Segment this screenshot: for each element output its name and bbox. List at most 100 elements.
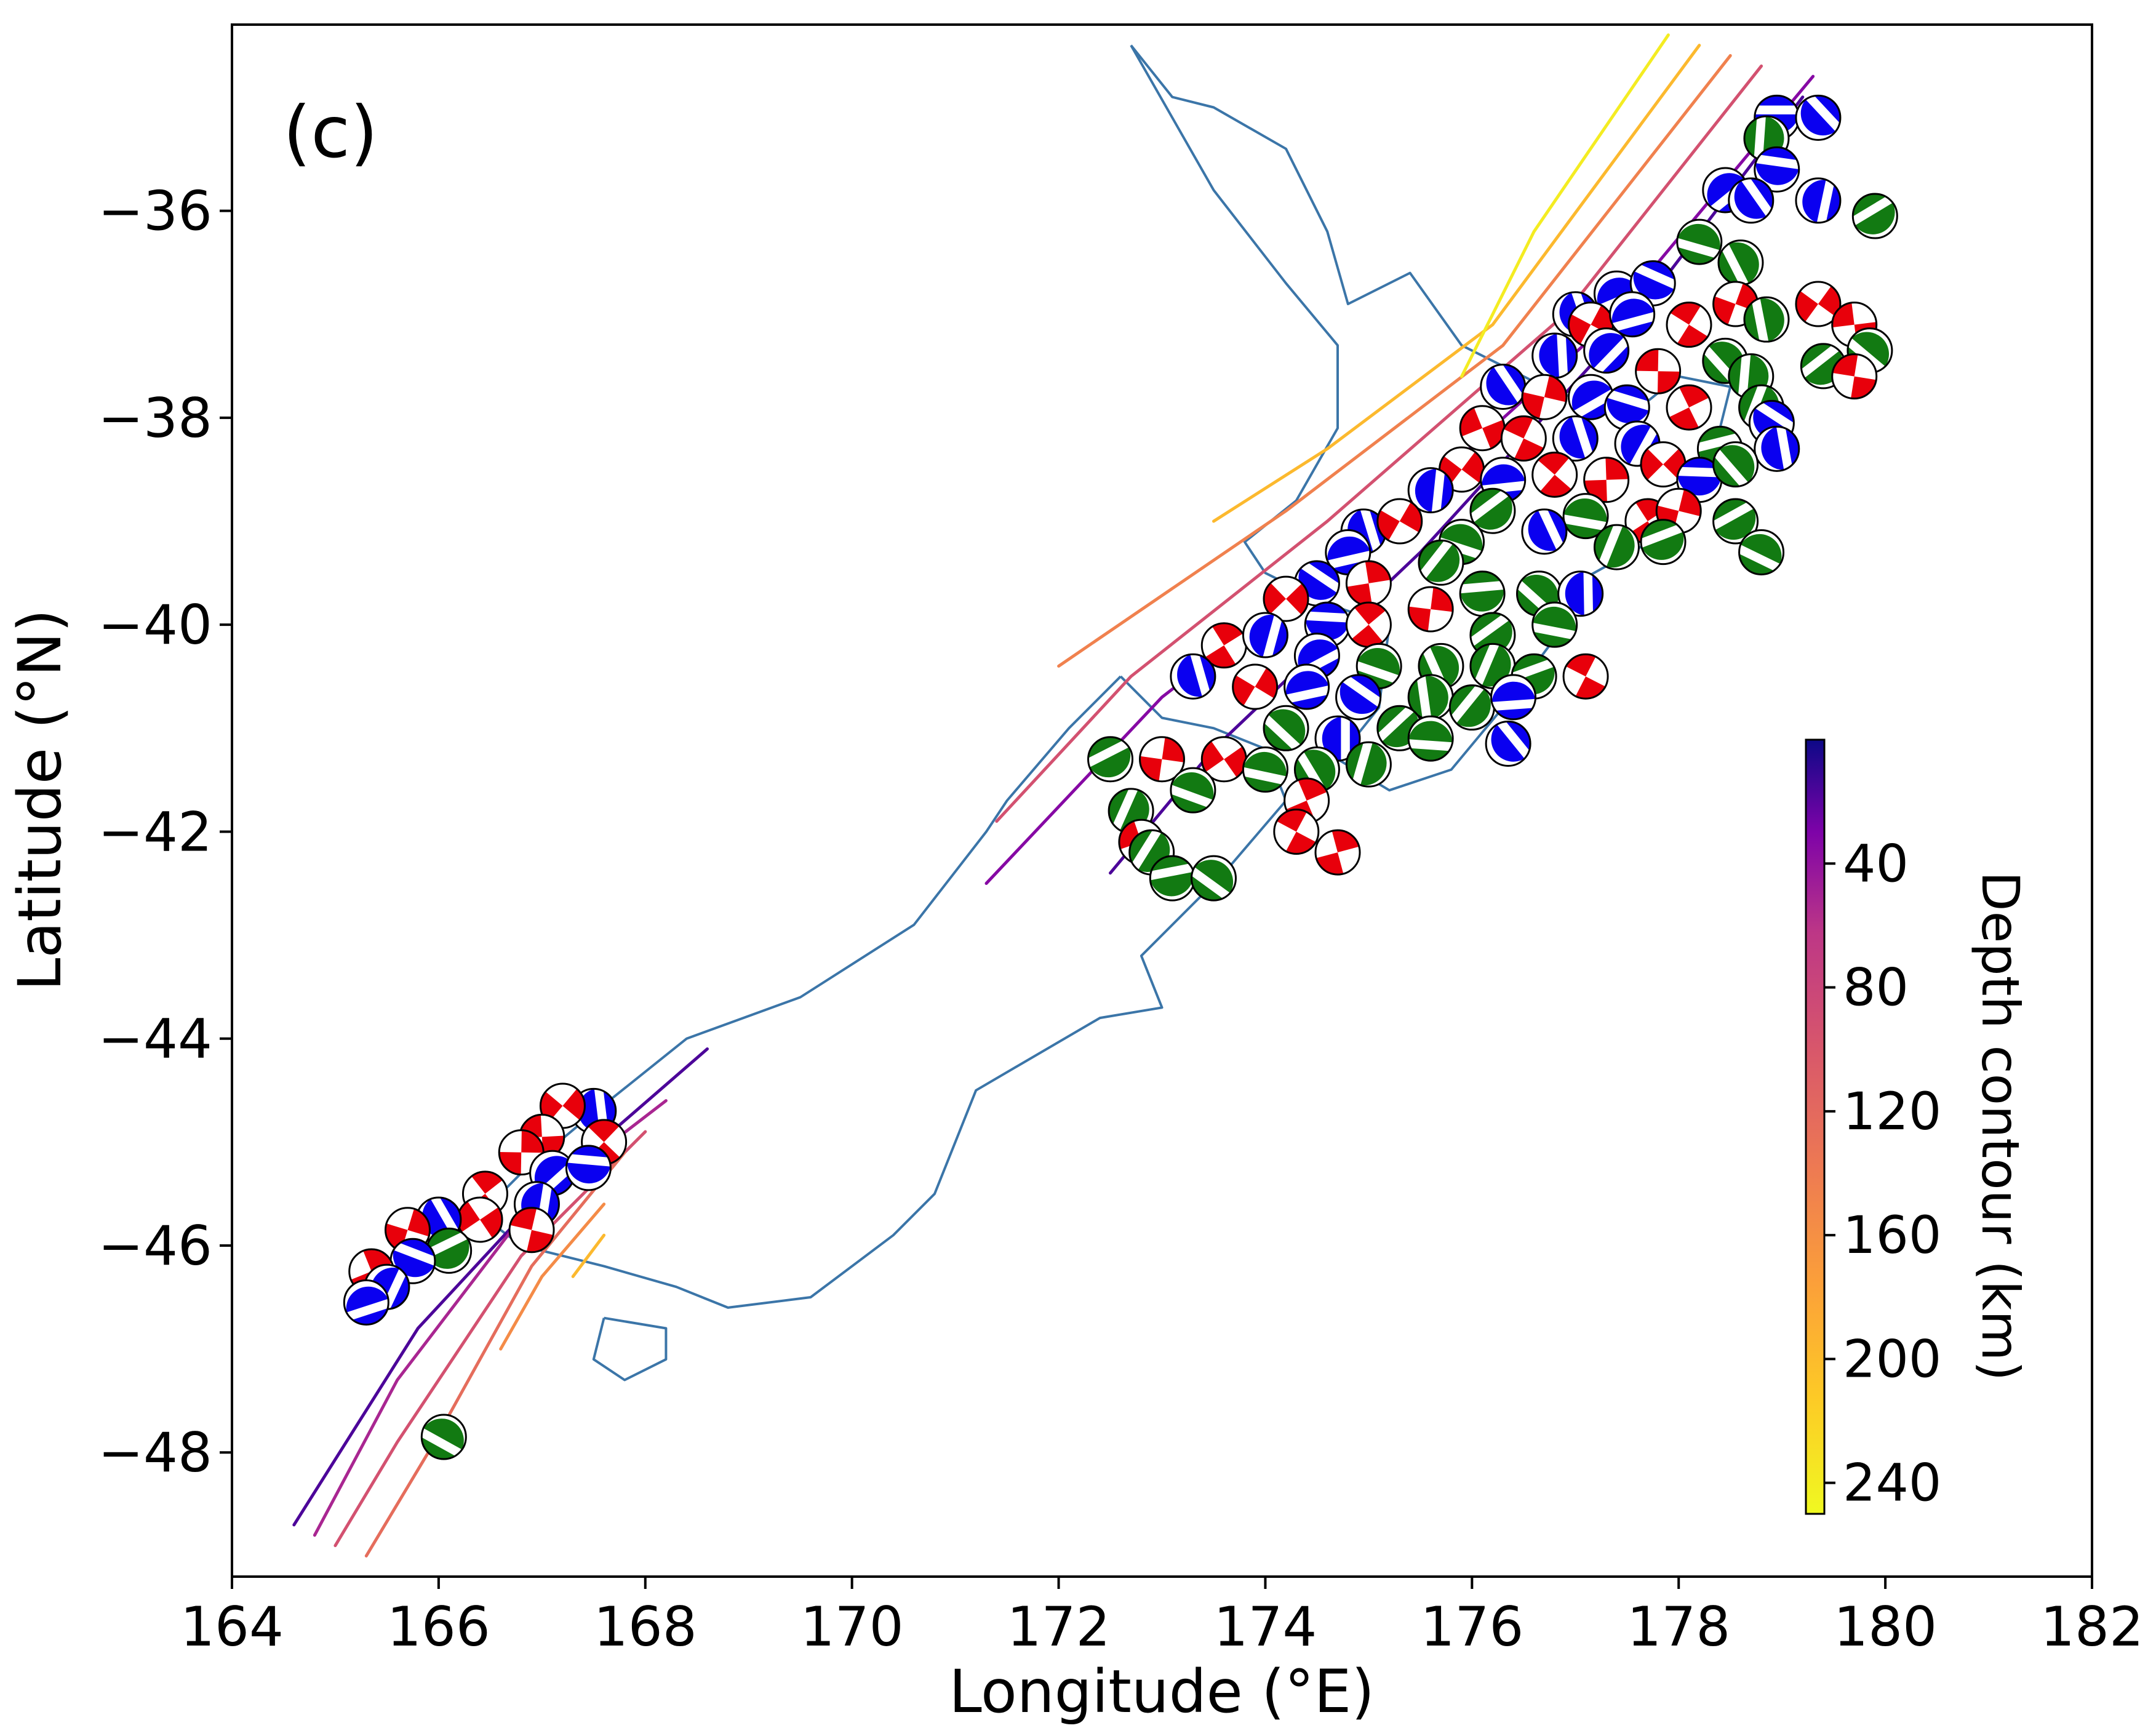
colorbar-tick-label: 200 [1843,1329,1941,1389]
focal-mechanism-normal [1531,332,1578,379]
y-tick-label: −42 [98,800,212,863]
y-axis-label: Latitude (°N) [6,609,74,991]
focal-mechanism-reverse [1459,405,1506,452]
focal-mechanism-strike-slip [1640,519,1687,566]
focal-mechanism-reverse [1407,586,1454,633]
x-axis-label: Longitude (°E) [949,1657,1375,1726]
focal-mechanism-normal [1557,570,1604,617]
coastline-stewart-island [592,1316,668,1382]
focal-mechanism-normal [1407,467,1454,514]
colorbar-tick-label: 80 [1843,958,1909,1018]
x-tick-label: 176 [1420,1595,1523,1658]
focal-mechanism-normal [1754,146,1800,193]
focal-mechanism-normal [1284,663,1330,710]
focal-mechanism-strike-slip [1448,684,1495,731]
y-tick-label: −40 [98,593,212,657]
y-axis-ticks: −36 −38 −40 −42 −44 −46 −48 [98,180,232,1484]
focal-mechanism-reverse [1376,498,1423,545]
depth-contour-240 [1460,33,1670,378]
focal-mechanism-normal [1490,674,1537,721]
x-tick-label: 180 [1834,1595,1937,1658]
focal-mechanism-normal [1583,327,1630,374]
focal-mechanism-strike-slip [1263,705,1309,751]
focal-mechanism-reverse [1521,374,1568,420]
focal-mechanism-normal [1795,94,1842,141]
x-tick-label: 174 [1213,1595,1317,1658]
depth-contour-200 [571,1233,606,1278]
depth-contour-100 [995,64,1763,823]
y-tick-label: −48 [98,1421,212,1484]
x-tick-label: 172 [1007,1595,1111,1658]
focal-mechanism-strike-slip [1469,487,1516,534]
focal-mechanism-strike-slip [1743,296,1790,343]
depth-contour-layer [292,33,1815,1558]
colorbar-tick-label: 160 [1843,1205,1941,1265]
x-tick-label: 168 [594,1595,697,1658]
colorbar-label: Depth contour (km) [1970,871,2030,1381]
focal-mechanism-normal [565,1145,612,1191]
focal-mechanism-reverse [1531,451,1578,498]
focal-mechanism-reverse [1273,808,1320,855]
focal-mechanism-reverse [1635,348,1682,394]
focal-mechanism-normal [1485,721,1531,767]
x-tick-label: 164 [180,1595,284,1658]
depth-contour-100 [333,1130,647,1548]
depth-contour-20 [292,1047,709,1527]
y-tick-label: −46 [98,1214,212,1278]
focal-mechanism-reverse [1831,353,1878,400]
focal-mechanism-reverse [1666,384,1712,431]
focal-mechanism-reverse [1583,457,1630,503]
coastline-layer [479,44,1732,1382]
focal-mechanism-reverse [1232,663,1279,710]
focal-mechanism-normal [1242,612,1288,658]
map-plot-area [292,33,1898,1558]
x-tick-label: 170 [801,1595,904,1658]
depth-contour-150 [1057,54,1732,668]
focal-mechanism-reverse [1345,560,1392,607]
plot-frame [231,23,2093,1578]
colorbar-ticks: 40 80 120 160 200 240 [1824,833,1941,1513]
focal-mechanism-strike-slip [1149,855,1196,902]
focal-mechanism-strike-slip [1170,767,1216,814]
focal-mechanism-reverse [1500,415,1547,462]
focal-mechanism-normal [1603,384,1650,431]
focal-mechanism-normal [1754,425,1800,472]
focal-mechanism-reverse [1562,653,1609,700]
focal-mechanism-strike-slip [1593,524,1640,570]
focal-mechanism-strike-slip [1459,570,1506,617]
focal-mechanism-normal [1795,177,1842,224]
focal-mechanism-strike-slip [1418,539,1464,586]
focal-mechanism-reverse [1345,601,1392,648]
x-tick-label: 178 [1627,1595,1730,1658]
colorbar: 40 80 120 160 200 240 Depth contour (km) [1805,738,2030,1515]
focal-mechanism-strike-slip [1738,529,1785,575]
focal-mechanism-strike-slip [1087,736,1134,783]
focal-mechanism-reverse [1640,441,1687,488]
focal-mechanism-reverse [508,1207,555,1254]
focal-mechanism-strike-slip [1531,601,1578,648]
focal-mechanism-strike-slip [1345,741,1392,788]
focal-mechanism-normal [1552,415,1599,462]
y-tick-label: −36 [98,180,212,243]
depth-contour-160 [499,1202,606,1351]
colorbar-tick-label: 120 [1843,1081,1941,1142]
focal-mechanism-reverse [1200,622,1247,669]
focal-mechanism-normal [1521,508,1568,555]
focal-mechanism-normal [1170,653,1216,700]
focal-mechanism-reverse [1139,736,1185,783]
focal-mechanism-reverse [1200,736,1247,783]
focal-mechanism-strike-slip [1717,239,1764,286]
focal-mechanism-normal [1480,363,1527,410]
focal-mechanism-layer [343,94,1898,1460]
focal-mechanism-reverse [1795,281,1842,327]
panel-label: (c) [283,91,378,174]
focal-mechanism-strike-slip [426,1227,473,1274]
focal-mechanism-reverse [457,1196,503,1243]
x-axis-ticks: 164 166 168 170 172 174 176 178 180 182 [180,1577,2144,1658]
colorbar-gradient [1805,738,1826,1515]
x-tick-label: 166 [387,1595,490,1658]
focal-mechanism-normal [1609,291,1656,338]
depth-contour-200 [1212,44,1701,523]
focal-mechanism-strike-slip [1190,855,1237,902]
y-tick-label: −38 [98,386,212,450]
